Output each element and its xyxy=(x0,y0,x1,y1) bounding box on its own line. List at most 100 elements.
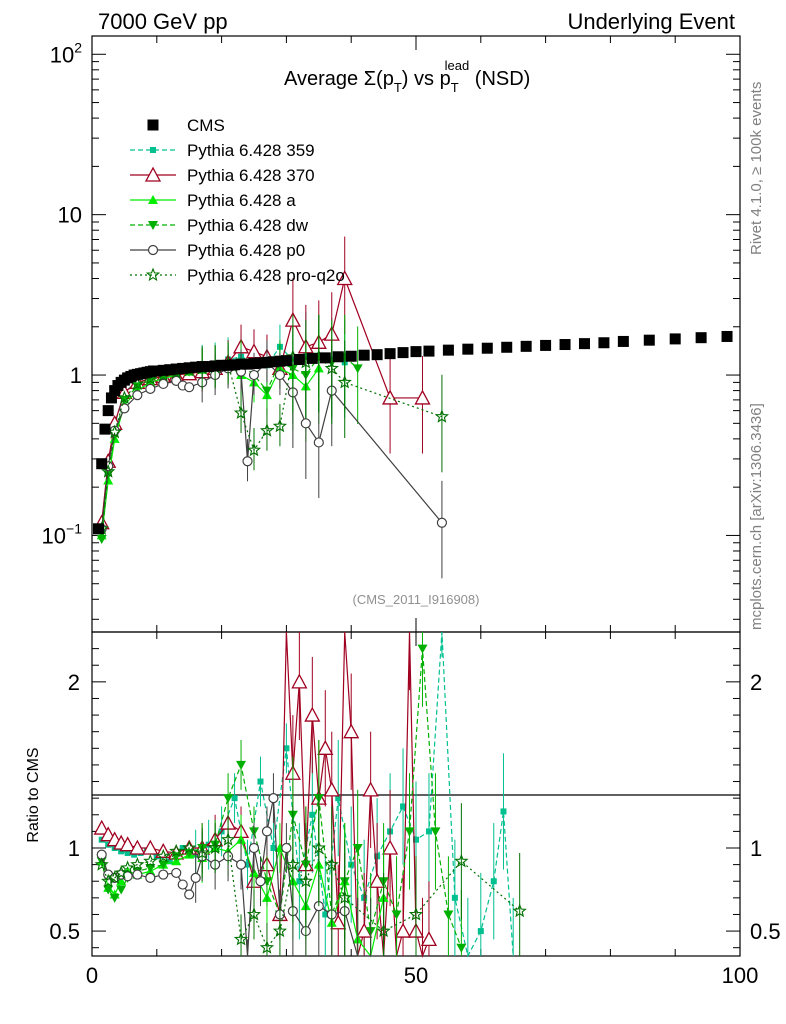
data-point xyxy=(144,166,162,182)
data-point xyxy=(414,389,431,405)
data-point xyxy=(209,360,221,372)
data-point xyxy=(107,870,122,885)
data-point xyxy=(244,861,251,868)
data-point xyxy=(501,341,513,353)
data-point xyxy=(313,437,324,448)
rivet-label: Rivet 4.1.0, ≥ 100k events xyxy=(748,82,765,255)
data-point xyxy=(231,795,238,802)
data-point xyxy=(434,409,450,423)
data-point xyxy=(116,885,127,895)
ratio-pythia-6-428-370 xyxy=(93,631,438,958)
series-line xyxy=(101,364,320,536)
data-point xyxy=(272,923,288,938)
ratio-y-tick-label-left: 2 xyxy=(68,670,80,695)
y-tick-label: 1 xyxy=(70,363,82,388)
data-point xyxy=(268,793,279,804)
data-point xyxy=(92,523,104,535)
data-point xyxy=(617,335,629,347)
data-point xyxy=(102,405,114,417)
legend-label: Pythia 6.428 p0 xyxy=(187,241,305,260)
data-point xyxy=(285,857,301,871)
data-point xyxy=(381,389,399,405)
title-main: Average Σ(p xyxy=(284,68,394,90)
data-point xyxy=(259,940,275,954)
legend-entry: Pythia 6.428 pro-q2o xyxy=(130,266,345,285)
data-point xyxy=(246,906,262,921)
analysis-label: (CMS_2011_I916908) xyxy=(353,592,480,607)
data-point xyxy=(481,342,493,354)
data-point xyxy=(147,244,159,256)
header-right-label: Underlying Event xyxy=(567,9,735,34)
data-point xyxy=(400,803,407,810)
y-tick-exp: −1 xyxy=(66,520,82,536)
data-point xyxy=(306,352,318,364)
title-end: (NSD) xyxy=(469,68,530,90)
data-point xyxy=(442,344,454,356)
data-point xyxy=(404,827,415,837)
data-point xyxy=(158,378,169,390)
data-point xyxy=(94,857,109,871)
data-point xyxy=(248,358,260,370)
data-point xyxy=(669,333,681,345)
data-point xyxy=(233,405,249,420)
data-point xyxy=(105,392,117,404)
series-pythia-6-428-dw xyxy=(96,314,363,545)
data-point xyxy=(296,878,303,885)
data-point xyxy=(274,355,286,367)
ratio-y-tick-label-left: 1 xyxy=(68,836,80,861)
data-point xyxy=(190,361,202,373)
legend-entry: Pythia 6.428 359 xyxy=(130,141,315,160)
data-point xyxy=(335,795,342,802)
data-point xyxy=(324,360,339,375)
data-point xyxy=(298,873,313,888)
data-point xyxy=(352,364,363,374)
data-point xyxy=(190,872,201,884)
y-tick-base: 10 xyxy=(50,42,74,67)
title-sup: lead xyxy=(445,58,470,73)
data-point xyxy=(397,347,409,359)
title-sub2: T xyxy=(451,80,459,95)
data-point xyxy=(267,356,279,368)
data-point xyxy=(261,386,272,396)
data-point xyxy=(145,872,156,884)
data-point xyxy=(171,867,182,879)
ratio-line xyxy=(101,838,521,949)
data-point xyxy=(283,745,290,752)
data-point xyxy=(343,723,360,739)
legend-entry: Pythia 6.428 p0 xyxy=(130,241,305,260)
data-point xyxy=(598,337,610,349)
data-point xyxy=(184,889,195,900)
x-tick-label: 100 xyxy=(722,963,759,988)
mcplots-label: mcplots.cern.ch [arXiv:1306.3436] xyxy=(748,403,765,630)
ratio-line xyxy=(101,631,430,958)
y-tick-base: 10 xyxy=(42,523,66,548)
legend-entry: Pythia 6.428 370 xyxy=(130,166,315,185)
data-point xyxy=(319,352,331,364)
data-point xyxy=(280,355,292,367)
data-point xyxy=(145,383,156,394)
ratio-line xyxy=(101,798,384,957)
data-point xyxy=(413,836,419,843)
data-point xyxy=(222,359,234,371)
data-point xyxy=(183,362,195,374)
data-point xyxy=(323,781,340,797)
data-point xyxy=(336,270,353,286)
x-tick-label: 50 xyxy=(404,963,428,988)
data-point xyxy=(384,348,396,360)
data-point xyxy=(477,928,484,935)
data-point xyxy=(490,878,497,885)
data-point xyxy=(300,418,311,429)
data-point xyxy=(130,857,145,871)
x-tick-label: 0 xyxy=(86,963,98,988)
legend-label: Pythia 6.428 359 xyxy=(187,141,315,160)
legend-label: CMS xyxy=(187,116,225,135)
main-plot-series xyxy=(93,236,450,579)
data-point xyxy=(381,839,399,855)
data-point xyxy=(695,332,707,344)
data-point xyxy=(317,739,334,755)
data-point xyxy=(233,931,249,946)
data-point xyxy=(157,364,169,376)
data-point xyxy=(223,794,234,804)
data-point xyxy=(196,361,208,373)
data-point xyxy=(423,345,435,357)
